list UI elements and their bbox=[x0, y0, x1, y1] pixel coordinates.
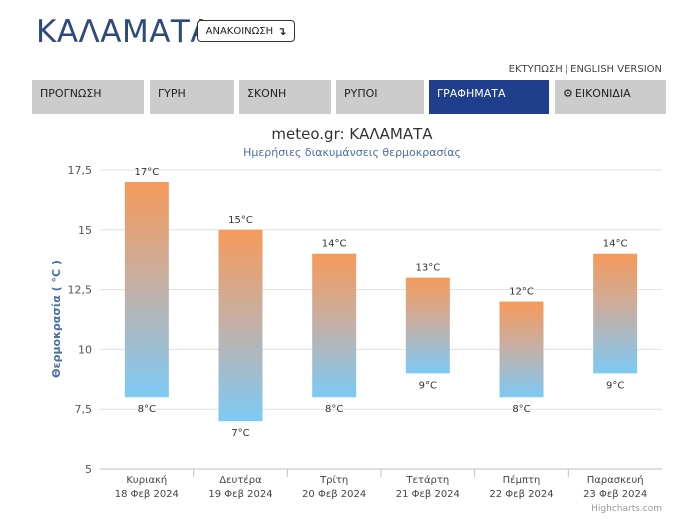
print-link[interactable]: ΕΚΤΥΠΩΣΗ bbox=[508, 64, 563, 75]
temperature-bar[interactable] bbox=[593, 253, 638, 374]
y-tick-label: 12,5 bbox=[68, 284, 93, 297]
tab-label: ΕΙΚΟΝΙΔΙΑ bbox=[574, 87, 631, 100]
x-tick-date: 22 Φεβ 2024 bbox=[489, 489, 553, 500]
tab-forecast[interactable]: ΠΡΟΓΝΩΣΗ bbox=[32, 80, 144, 114]
y-tick-label: 15 bbox=[78, 224, 92, 237]
top-links: ΕΚΤΥΠΩΣΗ | ENGLISH VERSION bbox=[509, 64, 662, 75]
x-tick-date: 19 Φεβ 2024 bbox=[208, 489, 272, 500]
temperature-bar[interactable] bbox=[124, 181, 169, 398]
tab-bar: ΠΡΟΓΝΩΣΗ ΓΥΡΗ ΣΚΟΝΗ ΡΥΠΟΙ ΓΡΑΦΗΜΑΤΑ ⚙ ΕΙΚ… bbox=[32, 80, 666, 114]
page-title: ΚΑΛΑΜΑΤΑ bbox=[36, 14, 213, 50]
x-tick-day: Παρασκευή bbox=[587, 474, 644, 486]
low-temp-label: 8°C bbox=[138, 404, 156, 415]
tab-charts[interactable]: ΓΡΑΦΗΜΑΤΑ bbox=[429, 80, 549, 114]
y-axis-label: Θερμοκρασία ( °C ) bbox=[50, 260, 63, 378]
high-temp-label: 17°C bbox=[134, 167, 159, 178]
low-temp-label: 9°C bbox=[419, 380, 437, 391]
y-tick-label: 5 bbox=[85, 463, 92, 476]
tab-pollutants[interactable]: ΡΥΠΟΙ bbox=[336, 80, 424, 114]
tab-label: ΓΡΑΦΗΜΑΤΑ bbox=[437, 87, 506, 100]
low-temp-label: 8°C bbox=[512, 404, 530, 415]
high-temp-label: 14°C bbox=[322, 239, 347, 250]
temperature-bar[interactable] bbox=[499, 301, 544, 398]
y-tick-label: 10 bbox=[78, 343, 92, 356]
tab-icons[interactable]: ⚙ ΕΙΚΟΝΙΔΙΑ bbox=[555, 80, 666, 114]
temperature-bar[interactable] bbox=[312, 253, 357, 398]
x-tick-day: Δευτέρα bbox=[219, 474, 262, 486]
x-tick-day: Τετάρτη bbox=[405, 474, 449, 486]
tab-dust[interactable]: ΣΚΟΝΗ bbox=[239, 80, 331, 114]
tab-label: ΡΥΠΟΙ bbox=[344, 87, 378, 100]
temperature-bar[interactable] bbox=[218, 229, 263, 422]
tab-label: ΓΥΡΗ bbox=[158, 87, 186, 100]
x-tick-date: 18 Φεβ 2024 bbox=[115, 489, 179, 500]
low-temp-label: 8°C bbox=[325, 404, 343, 415]
temperature-bar[interactable] bbox=[405, 277, 450, 374]
tab-label: ΣΚΟΝΗ bbox=[247, 87, 287, 100]
low-temp-label: 9°C bbox=[606, 380, 624, 391]
chart-subtitle: Ημερήσιες διακυμάνσεις θερμοκρασίας bbox=[243, 146, 461, 159]
y-tick-label: 7,5 bbox=[75, 403, 93, 416]
tab-label: ΠΡΟΓΝΩΣΗ bbox=[40, 87, 102, 100]
high-temp-label: 12°C bbox=[509, 287, 534, 298]
high-temp-label: 13°C bbox=[415, 263, 440, 274]
high-temp-label: 14°C bbox=[603, 239, 628, 250]
chart-credits: Highcharts.com bbox=[591, 504, 662, 514]
tab-pollen[interactable]: ΓΥΡΗ bbox=[150, 80, 234, 114]
y-tick-label: 17,5 bbox=[68, 164, 93, 177]
gear-icon: ⚙ bbox=[563, 87, 573, 100]
x-tick-day: Πέμπτη bbox=[503, 474, 541, 486]
arrow-down-right-icon: ↴ bbox=[277, 24, 287, 38]
x-tick-day: Κυριακή bbox=[126, 474, 167, 486]
x-tick-date: 23 Φεβ 2024 bbox=[583, 489, 647, 500]
chart-title: meteo.gr: ΚΑΛΑΜΑΤΑ bbox=[271, 125, 433, 143]
link-separator: | bbox=[564, 64, 569, 75]
x-tick-date: 20 Φεβ 2024 bbox=[302, 489, 366, 500]
announcement-label: ΑΝΑΚΟΙΝΩΣΗ bbox=[205, 25, 274, 37]
x-tick-day: Τρίτη bbox=[319, 474, 348, 486]
high-temp-label: 15°C bbox=[228, 215, 253, 226]
low-temp-label: 7°C bbox=[231, 428, 249, 439]
x-tick-date: 21 Φεβ 2024 bbox=[396, 489, 460, 500]
english-version-link[interactable]: ENGLISH VERSION bbox=[570, 64, 662, 75]
announcement-button[interactable]: ΑΝΑΚΟΙΝΩΣΗ ↴ bbox=[197, 20, 295, 42]
